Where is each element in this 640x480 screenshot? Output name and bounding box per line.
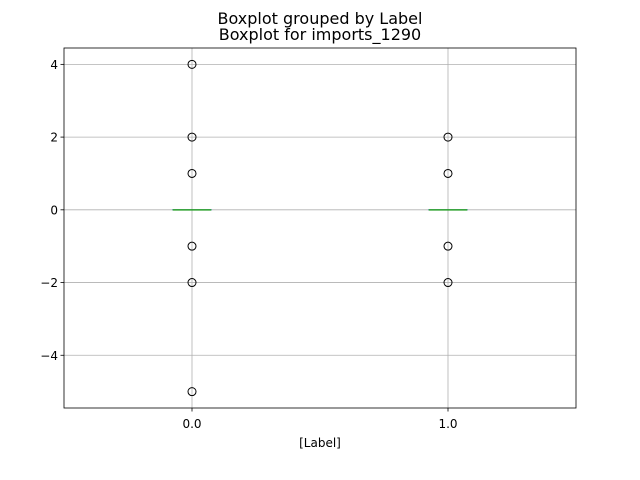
- y-tick-label: −2: [40, 276, 58, 290]
- flier-point: [187, 278, 197, 288]
- y-tick-label: −4: [40, 349, 58, 363]
- flier-point: [187, 241, 197, 251]
- plot-frame: [63, 47, 577, 409]
- flier-point: [443, 241, 453, 251]
- flier-point: [187, 132, 197, 142]
- box-layer: [172, 59, 468, 397]
- flier-point: [443, 168, 453, 178]
- chart-title: Boxplot for imports_1290: [219, 25, 421, 45]
- box-group: [428, 132, 468, 288]
- flier-point: [187, 387, 197, 397]
- flier-point: [187, 168, 197, 178]
- x-axis-label: [Label]: [299, 436, 341, 450]
- y-tick-label: 0: [50, 203, 58, 217]
- flier-point: [443, 278, 453, 288]
- y-tick-label: 2: [50, 131, 58, 145]
- x-tick-label: 0.0: [182, 417, 201, 431]
- flier-point: [187, 59, 197, 69]
- y-tick-label: 4: [50, 58, 58, 72]
- box-group: [172, 59, 212, 397]
- grid-layer: [64, 48, 576, 408]
- x-tick-label: 1.0: [438, 417, 457, 431]
- flier-point: [443, 132, 453, 142]
- tick-layer: −4 −2 0 2 4 0.0 1.0: [40, 58, 457, 431]
- chart-suptitle: Boxplot grouped by Label: [218, 9, 423, 28]
